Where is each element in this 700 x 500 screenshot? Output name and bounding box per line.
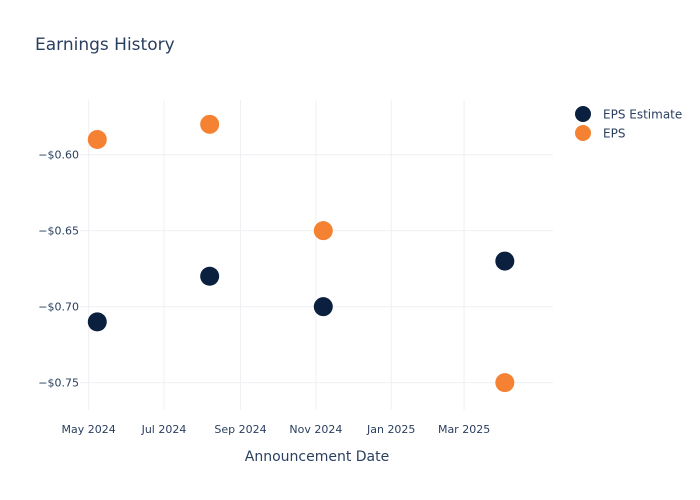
x-tick-label: May 2024 (62, 423, 116, 436)
y-tick-label: −$0.60 (38, 149, 79, 162)
point-eps-1[interactable] (200, 114, 220, 134)
x-axis-ticks: May 2024 Jul 2024 Sep 2024 Nov 2024 Jan 2025… (62, 423, 491, 436)
legend-label-eps: EPS (603, 127, 625, 141)
point-eps-3[interactable] (495, 373, 515, 393)
y-tick-label: −$0.75 (38, 377, 79, 390)
chart-title: Earnings History (35, 35, 175, 55)
x-tick-label: Sep 2024 (214, 423, 266, 436)
legend-item-eps-estimate[interactable]: EPS Estimate (575, 106, 682, 122)
grid (80, 100, 553, 410)
legend-marker-eps (575, 125, 591, 141)
point-eps-estimate-0[interactable] (87, 312, 107, 332)
legend-marker-eps-estimate (575, 106, 591, 122)
point-eps-estimate-2[interactable] (313, 297, 333, 317)
x-tick-label: Nov 2024 (289, 423, 342, 436)
point-eps-estimate-3[interactable] (495, 251, 515, 271)
legend[interactable]: EPS Estimate EPS (575, 106, 682, 141)
legend-label-eps-estimate: EPS Estimate (603, 108, 682, 122)
point-eps-estimate-1[interactable] (200, 266, 220, 286)
y-axis-ticks: −$0.60 −$0.65 −$0.70 −$0.75 (38, 149, 79, 390)
point-eps-2[interactable] (313, 221, 333, 241)
data-points (87, 114, 515, 393)
legend-item-eps[interactable]: EPS (575, 125, 625, 141)
y-tick-label: −$0.65 (38, 225, 79, 238)
point-eps-0[interactable] (87, 130, 107, 150)
x-tick-label: Jul 2024 (141, 423, 187, 436)
x-tick-label: Mar 2025 (438, 423, 490, 436)
x-axis-title: Announcement Date (245, 449, 389, 465)
y-tick-label: −$0.70 (38, 301, 79, 314)
x-tick-label: Jan 2025 (366, 423, 415, 436)
